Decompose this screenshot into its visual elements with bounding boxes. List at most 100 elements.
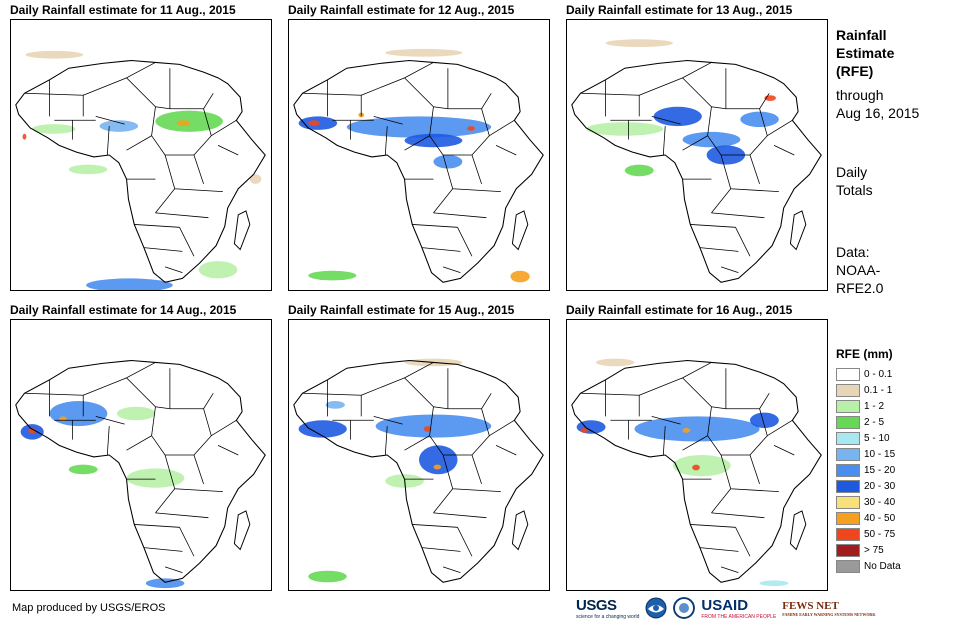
rainfall-map <box>10 319 272 591</box>
africa-map <box>15 359 266 589</box>
rainfall-area <box>25 50 84 59</box>
country-border <box>165 435 212 456</box>
africa-coastline <box>571 59 822 283</box>
country-border <box>126 77 170 110</box>
rainfall-area <box>346 116 492 138</box>
country-border <box>759 108 793 137</box>
country-border <box>404 106 434 151</box>
legend-swatch <box>836 463 860 477</box>
africa-map <box>571 358 822 587</box>
country-border <box>735 527 751 557</box>
country-border <box>404 377 448 410</box>
rainfall-area <box>49 401 108 427</box>
country-border <box>443 435 490 456</box>
country-border <box>699 547 739 552</box>
africa-coastline <box>15 359 266 583</box>
country-border <box>725 393 770 410</box>
country-border <box>193 454 204 485</box>
country-border <box>442 266 461 274</box>
rainfall-area <box>28 428 37 434</box>
madagascar-outline <box>511 210 529 251</box>
country-border <box>95 116 125 125</box>
country-border <box>302 92 362 117</box>
country-border <box>433 188 454 214</box>
through-date: through Aug 16, 2015 <box>836 87 920 121</box>
legend-item: > 75 <box>836 542 901 558</box>
country-border <box>735 227 751 257</box>
country-border <box>143 547 183 552</box>
country-border <box>662 126 666 156</box>
country-border <box>481 108 515 137</box>
country-border <box>169 93 214 110</box>
africa-coastline <box>293 59 544 283</box>
country-border <box>707 435 722 456</box>
country-border <box>83 362 156 396</box>
madagascar-outline <box>789 510 807 551</box>
country-border <box>193 154 204 185</box>
rainfall-area <box>682 131 741 148</box>
panel-title: Daily Rainfall estimate for 15 Aug., 201… <box>288 303 515 317</box>
rainfall-area <box>595 358 635 367</box>
legend-swatch <box>836 431 860 445</box>
country-border <box>373 416 403 425</box>
legend-swatch <box>836 543 860 557</box>
country-border <box>106 126 110 156</box>
country-border <box>126 106 156 151</box>
country-border <box>720 266 739 274</box>
country-border <box>639 362 712 396</box>
country-border <box>711 512 765 519</box>
africa-map <box>15 50 266 290</box>
country-border <box>721 435 768 456</box>
rainfall-area <box>298 420 347 438</box>
product-title: Rainfall Estimate (RFE) <box>836 27 895 79</box>
legend-swatch <box>836 415 860 429</box>
country-border <box>433 488 454 514</box>
country-border <box>447 93 492 110</box>
country-border <box>651 416 681 425</box>
usaid-logo: USAID FROM THE AMERICAN PEOPLE <box>701 596 777 620</box>
country-border <box>682 377 726 410</box>
country-border <box>155 488 176 514</box>
country-border <box>495 145 517 156</box>
map-credit: Map produced by USGS/EROS <box>12 602 166 614</box>
rainfall-area <box>22 133 27 140</box>
rainfall-area <box>749 412 779 428</box>
rainfall-area <box>32 124 76 134</box>
country-border <box>164 566 183 574</box>
rainfall-map <box>288 319 550 591</box>
totals-type: Daily Totals <box>836 164 873 198</box>
country-border <box>720 454 779 493</box>
country-border <box>429 135 444 156</box>
country-border <box>457 227 473 257</box>
country-border <box>433 512 487 519</box>
rainfall-area <box>653 106 702 127</box>
rainfall-area <box>433 464 442 470</box>
rainfall-area <box>116 406 156 421</box>
legend-item: 15 - 20 <box>836 462 901 478</box>
country-border <box>126 377 170 410</box>
country-border <box>155 512 209 519</box>
legend-title: RFE (mm) <box>836 347 893 361</box>
country-border <box>447 393 492 410</box>
rainfall-area <box>155 110 223 132</box>
rainfall-area <box>404 133 463 148</box>
country-border <box>749 454 760 485</box>
africa-coastline <box>293 359 544 583</box>
country-border <box>699 247 739 252</box>
country-border <box>711 488 732 514</box>
country-border <box>361 362 434 396</box>
africa-map <box>293 48 544 283</box>
country-border <box>471 454 482 485</box>
country-border <box>495 445 517 456</box>
rainfall-map <box>566 19 828 291</box>
rainfall-area <box>308 270 357 281</box>
legend-item: 50 - 75 <box>836 526 901 542</box>
doi-seal-icon <box>673 597 696 619</box>
rainfall-area <box>308 120 320 127</box>
africa-map <box>571 39 822 283</box>
legend-swatch <box>836 399 860 413</box>
country-border <box>83 62 156 96</box>
data-source: Data: NOAA- RFE2.0 <box>836 244 884 296</box>
rainfall-area <box>385 48 463 57</box>
panel-title: Daily Rainfall estimate for 12 Aug., 201… <box>288 3 515 17</box>
